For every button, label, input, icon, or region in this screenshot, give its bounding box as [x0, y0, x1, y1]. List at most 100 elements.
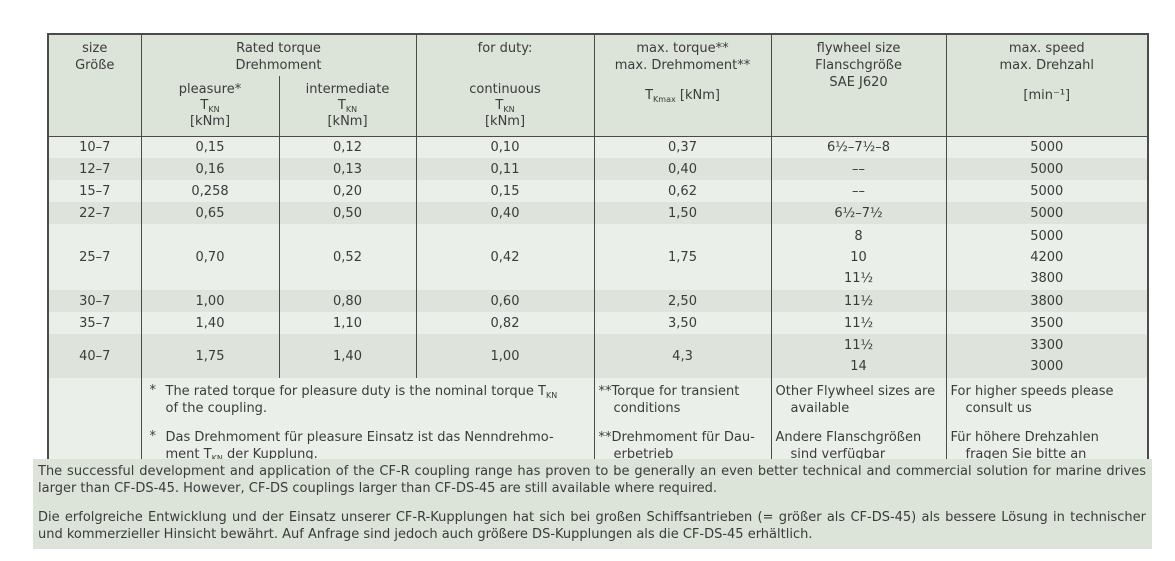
header-max-speed-en: max. speed [1008, 41, 1085, 56]
footnote-max-torque-de: **Drehmoment für Dau- erbetrieb [598, 430, 755, 462]
table-row: 22–7 0,65 0,50 0,40 1,50 6½–7½ 5000 [47, 202, 1149, 224]
cell-pleasure: 0,15 [140, 136, 280, 158]
cell-pleasure: 0,65 [140, 202, 280, 224]
table-row: 30–7 1,00 0,80 0,60 2,50 11½ 3800 [47, 290, 1149, 312]
cell-continuous: 0,10 [415, 136, 595, 158]
note-paragraph-en: The successful development and applicati… [38, 464, 1146, 496]
header-max-torque-de: max. Drehmoment** [614, 58, 751, 73]
cell-continuous: 0,40 [415, 202, 595, 224]
cell-intermediate: 0,12 [278, 136, 417, 158]
header-max-torque-en: max. torque** [636, 41, 729, 56]
cell-continuous: 0,11 [415, 158, 595, 180]
table-row: 40–7 1,75 1,40 1,00 4,3 11½ 14 3300 3000 [47, 334, 1149, 378]
header-continuous-symbol: TKN [495, 98, 515, 114]
cell-flywheel: 6½–7½–8 [770, 136, 947, 158]
cell-max-torque: 1,75 [593, 224, 772, 290]
cell-pleasure: 1,75 [140, 334, 280, 378]
cell-max-torque: 3,50 [593, 312, 772, 334]
footnote-rated-de: * Das Drehmoment für pleasure Einsatz ist… [149, 429, 554, 463]
header-continuous-label: continuous [469, 82, 541, 97]
cell-max-torque: 4,3 [593, 334, 772, 378]
header-max-speed-unit: [min⁻¹] [1023, 88, 1071, 103]
cell-max-speed: 5000 4200 3800 [945, 224, 1149, 290]
table-body: 10–7 0,15 0,12 0,10 0,37 6½–7½–8 5000 12… [47, 136, 1149, 476]
cell-pleasure: 1,40 [140, 312, 280, 334]
cell-intermediate: 0,80 [278, 290, 417, 312]
cell-intermediate: 0,50 [278, 202, 417, 224]
cell-max-torque: 0,40 [593, 158, 772, 180]
cell-flywheel: 6½–7½ [770, 202, 947, 224]
header-max-speed-de: max. Drehzahl [999, 58, 1095, 73]
cell-max-torque: 1,50 [593, 202, 772, 224]
cell-flywheel: 11½ 14 [770, 334, 947, 378]
cell-size: 10–7 [47, 136, 142, 158]
header-max-torque: max. torque** max. Drehmoment** TKmax [k… [593, 33, 772, 137]
cell-size: 12–7 [47, 158, 142, 180]
footnote-max-speed-en: For higher speeds please consult us [950, 384, 1114, 416]
cell-max-speed: 3500 [945, 312, 1149, 334]
header-intermediate-label: intermediate [305, 82, 390, 97]
header-pleasure: pleasure* TKN [kNm] [140, 76, 280, 137]
header-intermediate: intermediate TKN [kNm] [278, 76, 417, 137]
cell-flywheel: –– [770, 158, 947, 180]
cell-max-speed: 3800 [945, 290, 1149, 312]
header-pleasure-symbol: TKN [200, 98, 220, 114]
cell-size: 30–7 [47, 290, 142, 312]
header-continuous: continuous TKN [kNm] [415, 76, 595, 137]
header-rated-torque-de: Drehmoment [235, 58, 322, 73]
cell-pleasure: 0,16 [140, 158, 280, 180]
cell-max-torque: 0,37 [593, 136, 772, 158]
footnote-flywheel-de: Andere Flanschgrößen sind verfügbar [775, 430, 922, 462]
header-size: size Größe [47, 33, 142, 137]
note-paragraph-de: Die erfolgreiche Entwicklung und der Ein… [38, 510, 1146, 542]
coupling-spec-table: size Größe Rated torque Drehmoment for d… [47, 33, 1150, 477]
cell-pleasure: 0,70 [140, 224, 280, 290]
cell-size: 15–7 [47, 180, 142, 202]
header-intermediate-symbol: TKN [337, 98, 358, 114]
header-max-torque-symbol: TKmax [kNm] [645, 88, 720, 104]
cell-flywheel: 11½ [770, 312, 947, 334]
cell-continuous: 0,42 [415, 224, 595, 290]
table-row: 10–7 0,15 0,12 0,10 0,37 6½–7½–8 5000 [47, 136, 1149, 158]
header-max-speed: max. speed max. Drehzahl [min⁻¹] [945, 33, 1149, 137]
cell-intermediate: 1,10 [278, 312, 417, 334]
cell-flywheel: 11½ [770, 290, 947, 312]
cell-size: 22–7 [47, 202, 142, 224]
header-intermediate-unit: [kNm] [327, 114, 368, 129]
table-row: 15–7 0,258 0,20 0,15 0,62 –– 5000 [47, 180, 1149, 202]
header-flywheel-de: Flanschgröße [815, 58, 902, 73]
cell-max-speed: 5000 [945, 158, 1149, 180]
cell-size: 25–7 [47, 224, 142, 290]
cell-max-speed: 3300 3000 [945, 334, 1149, 378]
cell-flywheel: –– [770, 180, 947, 202]
cell-intermediate: 0,20 [278, 180, 417, 202]
table-row: 25–7 0,70 0,52 0,42 1,75 8 10 11½ 5000 4… [47, 224, 1149, 290]
header-rated-torque-en: Rated torque [236, 41, 321, 56]
cell-max-speed: 5000 [945, 180, 1149, 202]
cell-max-speed: 5000 [945, 202, 1149, 224]
table-row: 35–7 1,40 1,10 0,82 3,50 11½ 3500 [47, 312, 1149, 334]
footnote-max-speed-de: Für höhere Drehzahlen fragen Sie bitte a… [950, 430, 1099, 462]
cell-size: 40–7 [47, 334, 142, 378]
cell-flywheel: 8 10 11½ [770, 224, 947, 290]
cell-intermediate: 1,40 [278, 334, 417, 378]
footnote-max-torque-en: **Torque for transient conditions [598, 384, 740, 416]
cell-continuous: 0,82 [415, 312, 595, 334]
cell-pleasure: 1,00 [140, 290, 280, 312]
footnote-flywheel-en: Other Flywheel sizes are available [775, 384, 936, 416]
cell-size: 35–7 [47, 312, 142, 334]
header-flywheel-sae: SAE J620 [829, 75, 888, 90]
header-flywheel-en: flywheel size [816, 41, 901, 56]
header-pleasure-label: pleasure* [178, 82, 242, 97]
header-rated-torque: Rated torque Drehmoment [140, 33, 417, 76]
cell-max-torque: 2,50 [593, 290, 772, 312]
header-size-de: Größe [75, 58, 115, 73]
header-pleasure-unit: [kNm] [189, 114, 231, 129]
table-row: 12–7 0,16 0,13 0,11 0,40 –– 5000 [47, 158, 1149, 180]
header-continuous-unit: [kNm] [484, 114, 526, 129]
header-size-en: size [82, 41, 108, 56]
cell-intermediate: 0,52 [278, 224, 417, 290]
cell-continuous: 1,00 [415, 334, 595, 378]
header-for-duty: for duty: [415, 33, 595, 76]
